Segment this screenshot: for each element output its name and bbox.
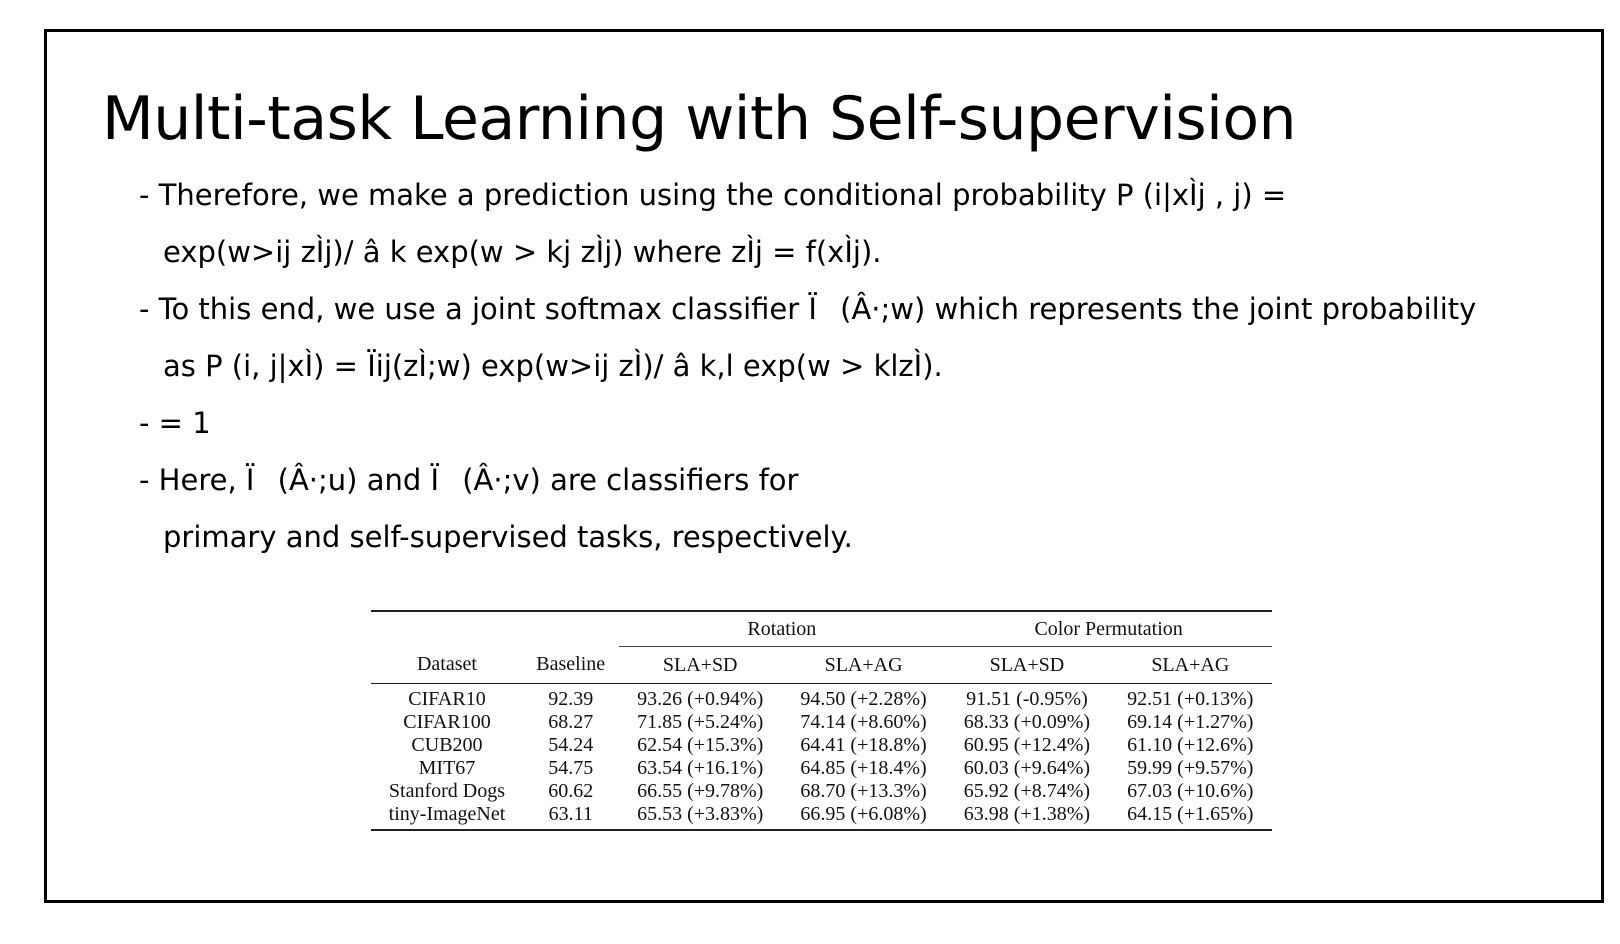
table-row: MIT67 54.75 63.54 (+16.1%) 64.85 (+18.4%… [371,757,1272,780]
cell-baseline: 54.75 [523,757,619,780]
bullet-continuation: primary and self-supervised tasks, respe… [139,509,1476,566]
cell-color-sla-ag: 92.51 (+0.13%) [1109,684,1272,712]
cell-dataset: CUB200 [371,734,523,757]
table-header-row: Dataset Baseline SLA+SD SLA+AG SLA+SD SL… [371,647,1272,684]
group-header-color-permutation: Color Permutation [945,611,1272,647]
group-header-rotation: Rotation [619,611,946,647]
cell-color-sla-ag: 64.15 (+1.65%) [1109,803,1272,830]
column-header-color-sla-ag: SLA+AG [1109,647,1272,684]
cell-dataset: MIT67 [371,757,523,780]
table-row: CIFAR10 92.39 93.26 (+0.94%) 94.50 (+2.2… [371,684,1272,712]
bullet-list: - Therefore, we make a prediction using … [139,167,1476,566]
cell-rotation-sla-ag: 66.95 (+6.08%) [782,803,945,830]
column-header-rotation-sla-ag: SLA+AG [782,647,945,684]
cell-color-sla-sd: 91.51 (-0.95%) [945,684,1108,712]
table-row: CUB200 54.24 62.54 (+15.3%) 64.41 (+18.8… [371,734,1272,757]
cell-rotation-sla-sd: 62.54 (+15.3%) [619,734,782,757]
cell-color-sla-sd: 63.98 (+1.38%) [945,803,1108,830]
cell-color-sla-ag: 61.10 (+12.6%) [1109,734,1272,757]
cell-rotation-sla-sd: 71.85 (+5.24%) [619,711,782,734]
table-row: Stanford Dogs 60.62 66.55 (+9.78%) 68.70… [371,780,1272,803]
slide-title: Multi-task Learning with Self-supervisio… [102,78,1296,160]
cell-baseline: 60.62 [523,780,619,803]
table-group-header-row: Rotation Color Permutation [371,611,1272,647]
cell-baseline: 68.27 [523,711,619,734]
bullet-line: - Here, Ï(Â·;u) and Ï(Â·;v) are classi… [139,452,1476,509]
cell-dataset: tiny-ImageNet [371,803,523,830]
cell-color-sla-ag: 59.99 (+9.57%) [1109,757,1272,780]
cell-dataset: CIFAR100 [371,711,523,734]
cell-baseline: 92.39 [523,684,619,712]
cell-rotation-sla-ag: 74.14 (+8.60%) [782,711,945,734]
cell-rotation-sla-sd: 93.26 (+0.94%) [619,684,782,712]
column-header-color-sla-sd: SLA+SD [945,647,1108,684]
cell-color-sla-ag: 67.03 (+10.6%) [1109,780,1272,803]
cell-dataset: CIFAR10 [371,684,523,712]
table-row: tiny-ImageNet 63.11 65.53 (+3.83%) 66.95… [371,803,1272,830]
cell-color-sla-sd: 60.95 (+12.4%) [945,734,1108,757]
bullet-line: - To this end, we use a joint softmax cl… [139,281,1476,338]
cell-baseline: 54.24 [523,734,619,757]
cell-baseline: 63.11 [523,803,619,830]
cell-rotation-sla-ag: 64.85 (+18.4%) [782,757,945,780]
column-header-baseline: Baseline [523,647,619,684]
results-table: Rotation Color Permutation Dataset Basel… [371,610,1272,831]
cell-rotation-sla-sd: 66.55 (+9.78%) [619,780,782,803]
bullet-continuation: exp(w>ij zÌj)/ â k exp(w > kj zÌj) w… [139,224,1476,281]
column-header-dataset: Dataset [371,647,523,684]
cell-color-sla-sd: 65.92 (+8.74%) [945,780,1108,803]
bullet-line: - = 1 [139,395,1476,452]
cell-color-sla-sd: 60.03 (+9.64%) [945,757,1108,780]
cell-dataset: Stanford Dogs [371,780,523,803]
cell-rotation-sla-ag: 68.70 (+13.3%) [782,780,945,803]
table-header-empty [523,611,619,647]
column-header-rotation-sla-sd: SLA+SD [619,647,782,684]
cell-rotation-sla-ag: 64.41 (+18.8%) [782,734,945,757]
cell-color-sla-sd: 68.33 (+0.09%) [945,711,1108,734]
table-header-empty [371,611,523,647]
table-row: CIFAR100 68.27 71.85 (+5.24%) 74.14 (+8.… [371,711,1272,734]
cell-rotation-sla-sd: 65.53 (+3.83%) [619,803,782,830]
cell-color-sla-ag: 69.14 (+1.27%) [1109,711,1272,734]
cell-rotation-sla-sd: 63.54 (+16.1%) [619,757,782,780]
bullet-continuation: as P (i, j|xÌ) = Ïij(zÌ;w) exp(w>ij z… [139,338,1476,395]
bullet-line: - Therefore, we make a prediction using … [139,167,1476,224]
cell-rotation-sla-ag: 94.50 (+2.28%) [782,684,945,712]
